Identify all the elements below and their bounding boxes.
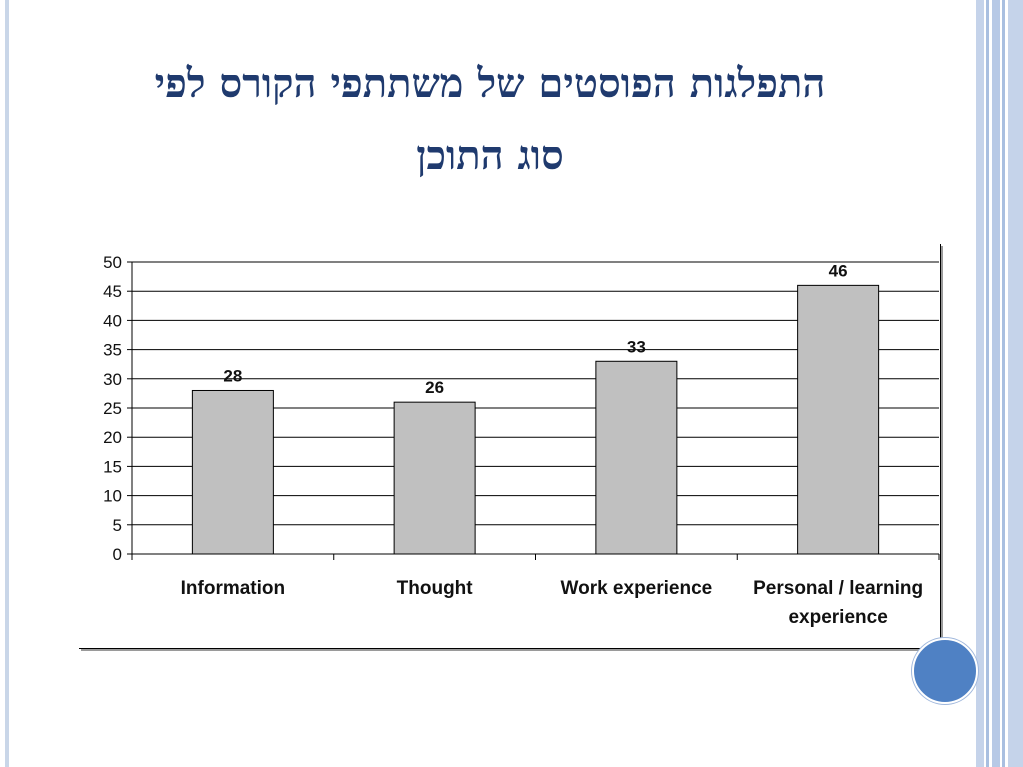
- bar: [797, 284, 880, 555]
- data-label: 46: [829, 261, 848, 280]
- y-tick-label: 50: [103, 253, 122, 272]
- bar: [595, 360, 678, 555]
- chart-axes: [127, 261, 940, 560]
- y-tick-label: 40: [103, 311, 122, 330]
- x-category-label: Information: [180, 578, 286, 599]
- bar: [393, 401, 476, 555]
- chart-labels: 0 5 10 15 20 25 30 35 40 45 50 28 26 33 46: [103, 253, 848, 564]
- bar-chart: 0 5 10 15 20 25 30 35 40 45 50 28 26 33 46 Information…: [79, 244, 941, 649]
- data-label: 26: [425, 378, 444, 397]
- bar: [191, 389, 274, 555]
- slide-title-line-2: סוג התוכן: [416, 132, 564, 179]
- x-category-label: Thought: [396, 578, 473, 599]
- data-label: 33: [627, 337, 646, 356]
- x-category-label: Work experience: [560, 578, 713, 599]
- slide-title-line-1: התפלגות הפוסטים של משתתפי הקורס לפי: [154, 60, 826, 107]
- y-tick-label: 25: [103, 399, 122, 418]
- y-tick-label: 30: [103, 370, 122, 389]
- y-tick-label: 35: [103, 341, 122, 360]
- y-tick-label: 0: [113, 545, 122, 564]
- chart-bars: [191, 284, 880, 555]
- y-tick-label: 15: [103, 457, 122, 476]
- slide-left-border: [5, 0, 9, 767]
- y-tick-label: 45: [103, 282, 122, 301]
- slide-title: התפלגות הפוסטים של משתתפי הקורס לפי סוג …: [60, 48, 920, 192]
- bar-chart-svg: 0 5 10 15 20 25 30 35 40 45 50 28 26 33 46: [103, 253, 940, 564]
- slide-right-stripes: [976, 0, 1023, 767]
- decorative-circle: [912, 638, 978, 704]
- x-category-label: Personal / learning experience: [753, 578, 924, 628]
- y-tick-label: 5: [113, 516, 122, 535]
- y-tick-label: 10: [103, 487, 122, 506]
- data-label: 28: [223, 366, 242, 385]
- y-tick-label: 20: [103, 428, 122, 447]
